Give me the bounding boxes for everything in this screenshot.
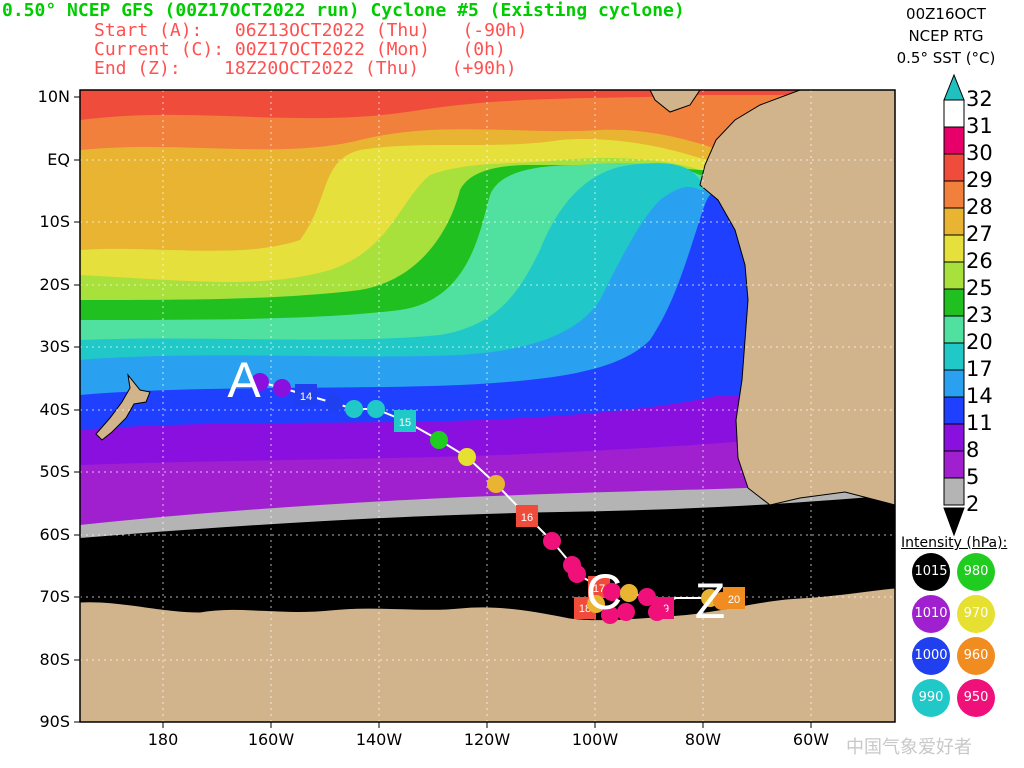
lon-label: 60W [792, 730, 830, 749]
lon-label: 80W [684, 730, 722, 749]
sst-source: NCEP RTG [908, 27, 984, 45]
lat-label: 10S [39, 212, 70, 231]
colorbar-label: 31 [966, 114, 993, 138]
track-day-label: 15 [399, 417, 411, 429]
track-point [487, 475, 505, 493]
sst-time: 00Z16OCT [906, 5, 986, 23]
lon-label: 160W [247, 730, 295, 749]
colorbar-label: 14 [966, 384, 993, 408]
track-day-marker [295, 384, 317, 406]
intensity-title: Intensity (hPa): [901, 535, 1008, 551]
lat-label: 70S [39, 587, 70, 606]
lat-label: 80S [39, 650, 70, 669]
track-point [430, 431, 448, 449]
colorbar-label: 23 [966, 303, 993, 327]
track-point [638, 588, 656, 606]
track-point [367, 400, 385, 418]
start-marker: A [227, 352, 261, 408]
track-point [273, 379, 291, 397]
track-day-marker [394, 410, 416, 432]
colorbar-label: 17 [966, 357, 993, 381]
colorbar-label: 11 [966, 411, 993, 435]
lat-label: 20S [39, 275, 70, 294]
intensity-1000: 1000 [912, 637, 950, 675]
south-america-land [699, 90, 895, 506]
track-points: 14 15 16 17 18 19 20 [251, 373, 745, 624]
lon-label: 140W [355, 730, 403, 749]
lat-label: 40S [39, 400, 70, 419]
colorbar-label: 25 [966, 276, 993, 300]
intensity-1015: 1015 [912, 553, 950, 591]
track-point [568, 565, 586, 583]
lat-label: EQ [47, 150, 70, 169]
track-day-label: 20 [728, 594, 740, 606]
track-point [601, 606, 619, 624]
intensity-970: 970 [957, 595, 995, 633]
lat-label: 90S [39, 712, 70, 731]
lat-label: 50S [39, 462, 70, 481]
track-point [325, 394, 343, 412]
chart-title: 0.50° NCEP GFS (00Z17OCT2022 run) Cyclon… [2, 0, 685, 21]
track-point [620, 584, 638, 602]
colorbar-label: 20 [966, 330, 993, 354]
track-day-marker [723, 587, 745, 609]
track-point [648, 603, 666, 621]
lon-label: 180 [147, 730, 179, 749]
track-point [587, 595, 605, 613]
track-day-label: 16 [521, 512, 533, 524]
colorbar-label: 32 [966, 87, 993, 111]
track-day-label: 14 [300, 391, 312, 403]
axis-ticks [74, 96, 812, 728]
sst-label: 0.5° SST (°C) [896, 49, 996, 67]
track-day-label: 17 [593, 583, 605, 595]
intensity-990: 990 [912, 679, 950, 717]
lat-label: 30S [39, 337, 70, 356]
lon-label: 100W [571, 730, 619, 749]
lon-label: 120W [463, 730, 511, 749]
end-time: End (Z): 18Z20OCT2022 (Thu) (+90h) [94, 58, 517, 79]
track-day-marker [516, 505, 538, 527]
lat-label: 60S [39, 525, 70, 544]
track-point [603, 583, 621, 601]
intensity-950: 950 [957, 679, 995, 717]
colorbar-label: 5 [966, 465, 980, 489]
track-point [345, 400, 363, 418]
colorbar-label: 30 [966, 141, 993, 165]
current-time: Current (C): 00Z17OCT2022 (Mon) (0h) [94, 39, 506, 60]
intensity-960: 960 [957, 637, 995, 675]
track-point [617, 603, 635, 621]
colorbar-label: 28 [966, 195, 993, 219]
new-zealand-land [95, 373, 151, 441]
colorbar-label: 29 [966, 168, 993, 192]
end-marker: Z [695, 573, 726, 629]
lat-label: 10N [37, 87, 70, 106]
track-point [251, 373, 269, 391]
track-point [458, 448, 476, 466]
colorbar-label: 27 [966, 222, 993, 246]
central-america-land [649, 90, 701, 113]
colorbar-label: 26 [966, 249, 993, 273]
watermark: 中国气象爱好者 [846, 737, 972, 758]
current-marker: C [586, 564, 622, 620]
track-point [543, 532, 561, 550]
colorbar-label: 2 [966, 492, 980, 516]
intensity-1010: 1010 [912, 595, 950, 633]
grid-lines [80, 90, 895, 722]
start-time: Start (A): 06Z13OCT2022 (Thu) (-90h) [94, 20, 528, 41]
intensity-980: 980 [957, 553, 995, 591]
colorbar-label: 8 [966, 438, 980, 462]
